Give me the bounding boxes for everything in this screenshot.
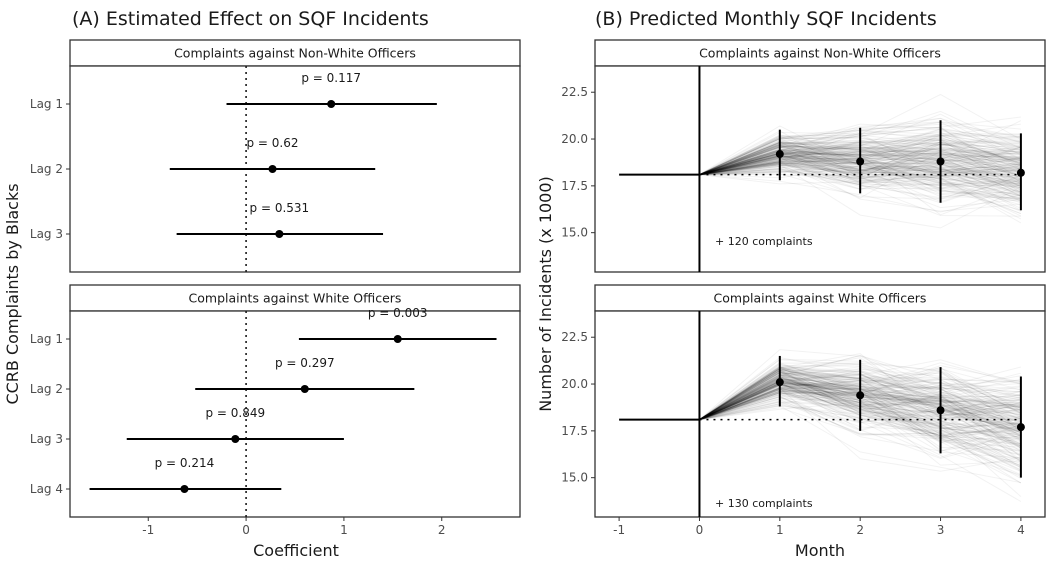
chart-b-x-axis: -1 0 1 2 3 4	[613, 517, 1025, 537]
point-estimate	[180, 485, 189, 493]
p-value-label: p = 0.214	[155, 456, 215, 470]
x-tick-label: 3	[937, 523, 945, 537]
x-tick-label: 0	[242, 523, 250, 537]
chart-a-x-axis-title: Coefficient	[253, 541, 339, 560]
chart-b-annotation: + 130 complaints	[715, 497, 813, 510]
chart-b-facet-white: Complaints against White Officers 15.0 17…	[561, 284, 1046, 518]
chart-b-facet-strip-label: Complaints against Non-White Officers	[699, 46, 941, 61]
chart-a-title: (A) Estimated Effect on SQF Incidents	[72, 8, 429, 30]
y-tick-label: 17.5	[561, 424, 588, 438]
chart-a-facet-strip	[69, 39, 521, 67]
point-estimate	[936, 406, 945, 415]
x-tick-label: 4	[1017, 523, 1025, 537]
chart-b-facet-plot-area	[594, 310, 1046, 518]
point-estimate	[393, 335, 402, 343]
p-value-label: p = 0.531	[250, 201, 310, 215]
y-tick-label: 20.0	[561, 132, 588, 146]
y-tick-label: Lag 4	[30, 482, 63, 496]
x-tick-label: -1	[142, 523, 154, 537]
x-tick-label: 1	[776, 523, 784, 537]
y-tick-label: Lag 2	[30, 382, 63, 396]
chart-a-y-axis-title: CCRB Complaints by Blacks	[3, 183, 22, 404]
point-estimate	[268, 165, 277, 173]
chart-b-annotation: + 120 complaints	[715, 235, 813, 248]
chart-b-facet-strip-label: Complaints against White Officers	[714, 291, 927, 306]
point-estimate	[856, 157, 865, 166]
chart-b-x-axis-title: Month	[795, 541, 845, 560]
x-tick-label: 0	[696, 523, 704, 537]
point-estimate	[231, 435, 240, 443]
x-tick-label: 2	[856, 523, 864, 537]
chart-b-facet-non-white: Complaints against Non-White Officers 15…	[561, 39, 1046, 273]
chart-a-facet-strip	[69, 284, 521, 312]
chart-b-facet-strip	[594, 39, 1046, 67]
point-estimate	[775, 150, 784, 159]
y-tick-label: 15.0	[561, 471, 588, 485]
y-tick-label: 22.5	[561, 330, 588, 344]
point-estimate	[856, 391, 865, 400]
point-estimate	[936, 157, 945, 166]
p-value-label: p = 0.62	[246, 136, 298, 150]
y-tick-label: Lag 1	[30, 97, 63, 111]
x-tick-label: -1	[613, 523, 625, 537]
chart-a-facet-strip-label: Complaints against White Officers	[189, 291, 402, 306]
chart-a-facet-strip-label: Complaints against Non-White Officers	[174, 46, 416, 61]
chart-b-facet-strip	[594, 284, 1046, 312]
y-tick-label: Lag 2	[30, 162, 63, 176]
point-estimate	[300, 385, 309, 393]
y-tick-label: 20.0	[561, 377, 588, 391]
y-tick-label: Lag 3	[30, 227, 63, 241]
x-tick-label: 2	[438, 523, 446, 537]
point-estimate	[1016, 168, 1025, 177]
y-tick-label: 15.0	[561, 226, 588, 240]
y-tick-label: 22.5	[561, 85, 588, 99]
point-estimate	[1016, 423, 1025, 432]
p-value-label: p = 0.849	[205, 406, 265, 420]
p-value-label: p = 0.117	[301, 71, 361, 85]
chart-a-facet-non-white: Complaints against Non-White Officers La…	[30, 39, 521, 273]
point-estimate	[775, 378, 784, 387]
y-tick-label: Lag 3	[30, 432, 63, 446]
point-estimate	[327, 100, 336, 108]
x-tick-label: 1	[340, 523, 348, 537]
chart-b-y-axis-title: Number of Incidents (x 1000)	[536, 176, 555, 412]
chart-b-facet-plot-area	[594, 65, 1046, 273]
y-tick-label: 17.5	[561, 179, 588, 193]
p-value-label: p = 0.003	[368, 306, 428, 320]
chart-a-x-axis: -1 0 1 2	[142, 517, 446, 537]
chart-a-facet-white: Complaints against White Officers Lag 1 L…	[30, 284, 521, 518]
chart-a-facet-plot-area	[69, 310, 521, 518]
p-value-label: p = 0.297	[275, 356, 335, 370]
chart-b-title: (B) Predicted Monthly SQF Incidents	[595, 8, 937, 30]
point-estimate	[275, 230, 284, 238]
y-tick-label: Lag 1	[30, 332, 63, 346]
